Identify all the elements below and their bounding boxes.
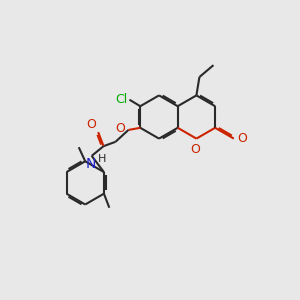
Text: N: N [86,158,96,171]
Text: Cl: Cl [115,93,127,106]
Text: O: O [86,118,96,130]
Text: H: H [98,154,106,164]
Text: O: O [116,122,125,135]
Text: O: O [190,143,200,156]
Text: O: O [237,132,247,145]
